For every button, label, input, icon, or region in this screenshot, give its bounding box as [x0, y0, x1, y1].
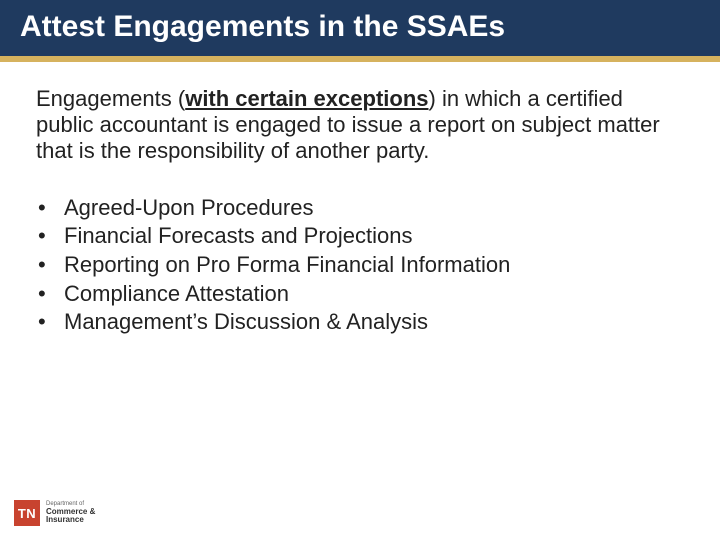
list-item: • Financial Forecasts and Projections: [36, 222, 684, 251]
list-item: • Compliance Attestation: [36, 280, 684, 309]
intro-prefix: Engagements (: [36, 86, 185, 111]
title-band: Attest Engagements in the SSAEs: [0, 0, 720, 56]
bullet-text: Reporting on Pro Forma Financial Informa…: [64, 251, 510, 280]
bullet-icon: •: [36, 222, 64, 251]
intro-paragraph: Engagements (with certain exceptions) in…: [36, 86, 684, 164]
bullet-icon: •: [36, 251, 64, 280]
department-text: Department of Commerce & Insurance: [46, 501, 95, 525]
slide: { "colors": { "title_band_bg": "#1f3a5f"…: [0, 0, 720, 540]
content-area: Engagements (with certain exceptions) in…: [0, 62, 720, 337]
list-item: • Agreed-Upon Procedures: [36, 194, 684, 223]
list-item: • Management’s Discussion & Analysis: [36, 308, 684, 337]
bullet-icon: •: [36, 280, 64, 309]
dept-line2: Insurance: [46, 516, 95, 525]
slide-title: Attest Engagements in the SSAEs: [20, 10, 700, 44]
bullet-text: Management’s Discussion & Analysis: [64, 308, 428, 337]
bullet-text: Agreed-Upon Procedures: [64, 194, 313, 223]
bullet-list: • Agreed-Upon Procedures • Financial For…: [36, 194, 684, 337]
bullet-icon: •: [36, 308, 64, 337]
footer-logo: TN Department of Commerce & Insurance: [14, 500, 95, 526]
intro-emphasis: with certain exceptions: [185, 86, 428, 111]
bullet-text: Financial Forecasts and Projections: [64, 222, 413, 251]
bullet-icon: •: [36, 194, 64, 223]
tn-state-mark-icon: TN: [14, 500, 40, 526]
list-item: • Reporting on Pro Forma Financial Infor…: [36, 251, 684, 280]
bullet-text: Compliance Attestation: [64, 280, 289, 309]
